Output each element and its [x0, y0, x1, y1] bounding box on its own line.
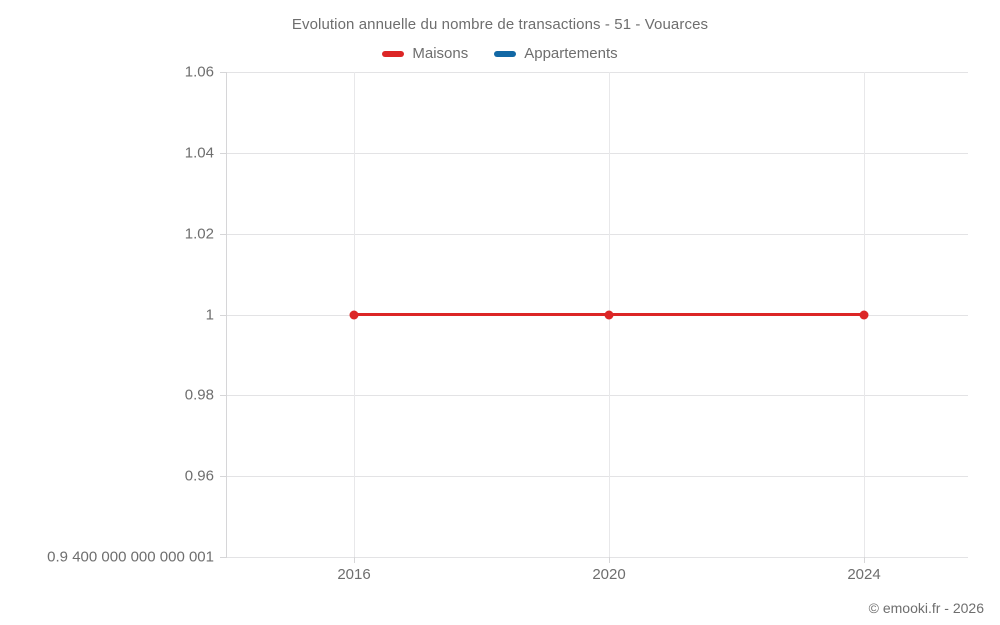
gridline-horizontal: [226, 72, 968, 73]
legend-swatch-icon-maisons: [382, 50, 405, 57]
gridline-horizontal: [226, 476, 968, 478]
legend-label-maisons: Maisons: [412, 45, 469, 62]
y-axis-line: [226, 72, 227, 558]
y-tick-label: 0.9 400 000 000 000 001: [47, 548, 214, 566]
x-tick-label: 2016: [337, 566, 371, 583]
y-axis-tick: [220, 72, 226, 73]
y-axis-tick: [220, 395, 226, 397]
y-tick-label: 1.04: [184, 144, 214, 162]
y-axis-tick: [220, 557, 226, 558]
data-point-marker-maisons-2020[interactable]: [604, 310, 614, 319]
y-axis-labels: 1.06 1.04 1.02 1 0.98 0.96 0.9 400 000 0…: [0, 64, 214, 566]
gridline-horizontal: [226, 152, 968, 154]
x-axis-tick: [609, 557, 610, 563]
legend-swatch-icon-appartements: [494, 50, 517, 57]
legend-label-appartements: Appartements: [524, 45, 618, 62]
y-axis-tick: [220, 314, 226, 316]
y-tick-label: 1: [205, 306, 214, 323]
x-axis-tick: [354, 557, 355, 563]
copyright-credit: © emooki.fr - 2026: [868, 600, 984, 616]
x-tick-label: 2024: [847, 566, 881, 583]
y-tick-label: 0.98: [184, 386, 214, 404]
data-point-marker-maisons-2024[interactable]: [859, 310, 869, 319]
data-point-marker-maisons-2016[interactable]: [349, 310, 359, 319]
gridline-horizontal: [226, 557, 968, 558]
x-tick-label: 2020: [592, 566, 626, 583]
y-tick-label: 0.96: [184, 467, 214, 485]
y-tick-label: 1.06: [184, 63, 214, 81]
x-axis-tick: [864, 557, 865, 563]
gridline-horizontal: [226, 395, 968, 397]
y-tick-label: 1.02: [184, 225, 214, 243]
y-axis-tick: [220, 152, 226, 154]
chart-legend: Maisons Appartements: [0, 45, 1000, 62]
y-axis-tick: [220, 476, 226, 478]
y-axis-tick: [220, 233, 226, 235]
chart-title: Evolution annuelle du nombre de transact…: [291, 16, 709, 33]
legend-item-maisons[interactable]: Maisons: [382, 45, 468, 62]
plot-area: [220, 72, 968, 563]
gridline-horizontal: [226, 233, 968, 235]
legend-item-appartements[interactable]: Appartements: [494, 45, 618, 62]
